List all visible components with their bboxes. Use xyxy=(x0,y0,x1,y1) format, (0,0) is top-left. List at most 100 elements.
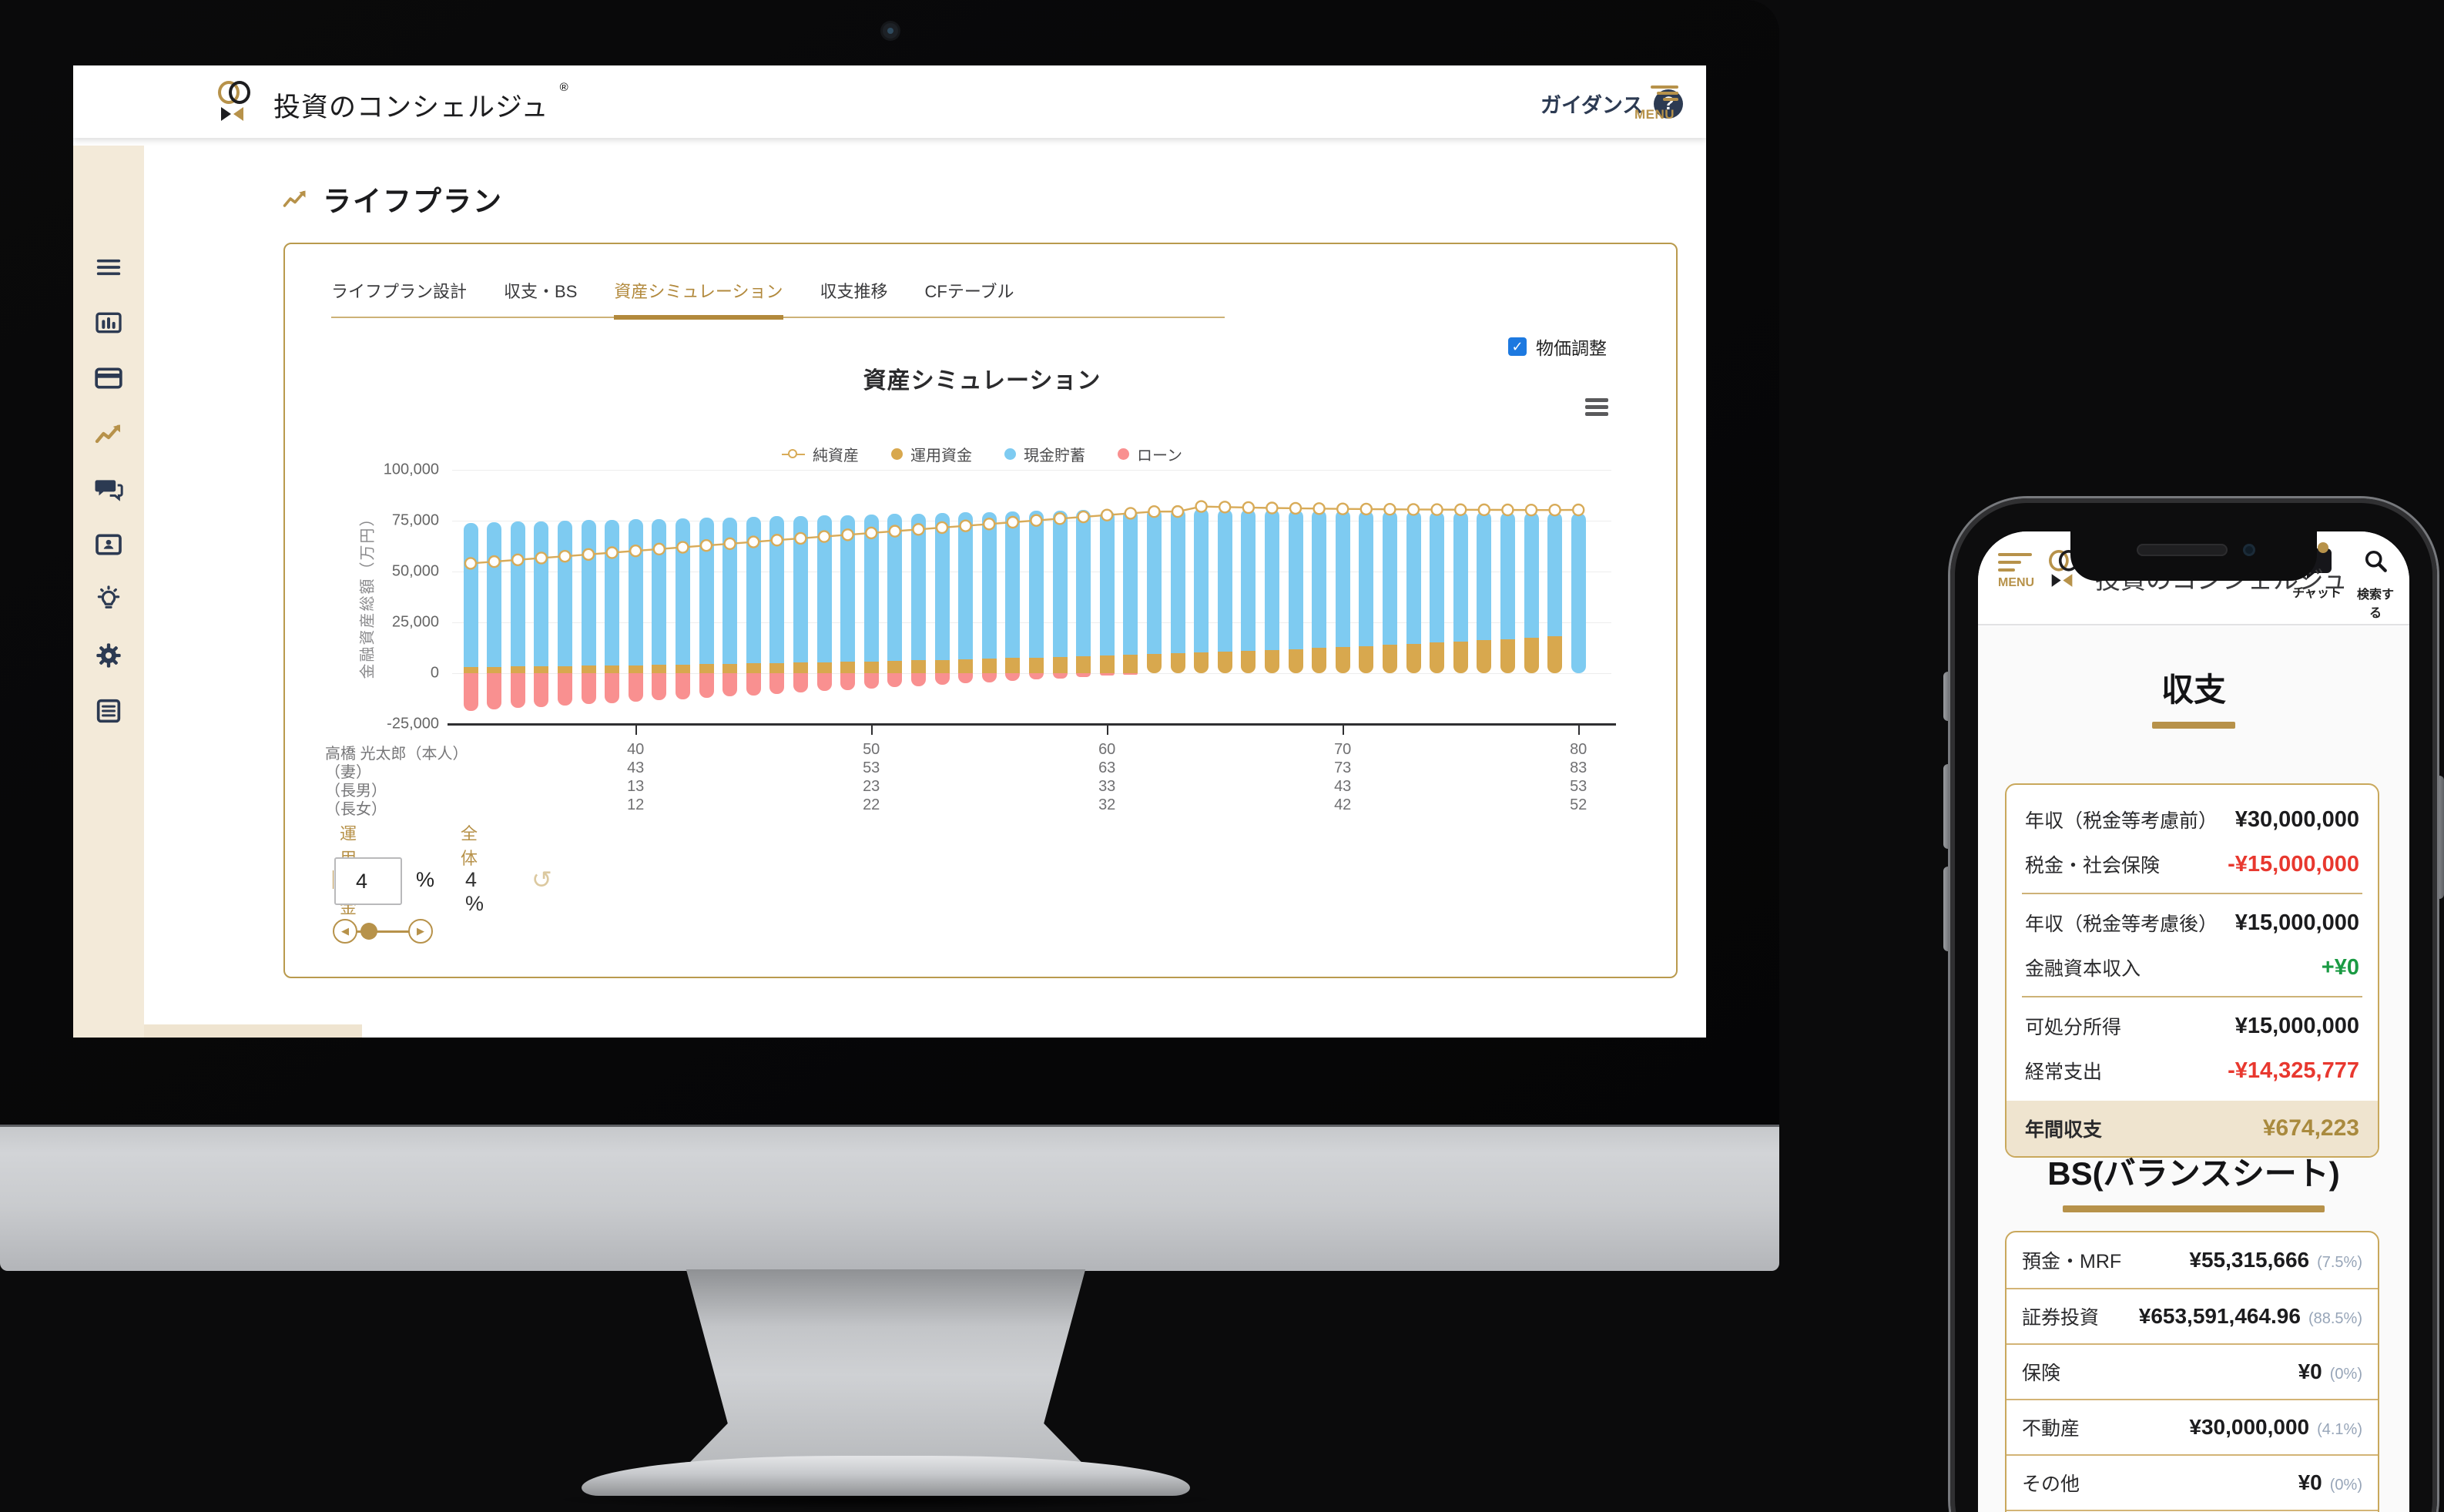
net-line-marker[interactable] xyxy=(1289,501,1302,515)
bar-fund[interactable] xyxy=(1076,656,1091,673)
bar-fund[interactable] xyxy=(1052,656,1068,673)
net-line-marker[interactable] xyxy=(1548,503,1561,517)
net-line-marker[interactable] xyxy=(699,539,713,552)
bar-cash[interactable] xyxy=(652,518,667,665)
bar-cash[interactable] xyxy=(746,517,761,664)
tab-1[interactable]: 収支・BS xyxy=(504,282,578,301)
bar-cash[interactable] xyxy=(1477,511,1492,641)
tab-2[interactable]: 資産シミュレーション xyxy=(614,278,783,320)
bar-cash[interactable] xyxy=(675,518,690,665)
undo-icon[interactable]: ↺ xyxy=(531,866,552,893)
bar-loan[interactable] xyxy=(1099,673,1115,676)
bar-cash[interactable] xyxy=(1146,508,1162,655)
net-line-marker[interactable] xyxy=(1453,503,1467,516)
bar-fund[interactable] xyxy=(1430,642,1445,673)
bar-cash[interactable] xyxy=(699,518,714,665)
bar-fund[interactable] xyxy=(722,663,738,673)
brand-logo[interactable]: 投資のコンシェルジュ ® xyxy=(218,81,568,125)
bar-loan[interactable] xyxy=(699,673,714,698)
bar-loan[interactable] xyxy=(652,673,667,701)
checkbox-checked-icon[interactable]: ✓ xyxy=(1508,337,1527,356)
bar-fund[interactable] xyxy=(863,661,879,673)
legend-item[interactable]: ローン xyxy=(1118,443,1182,465)
net-line-marker[interactable] xyxy=(1477,503,1491,517)
bar-cash[interactable] xyxy=(722,517,738,664)
overall-tab[interactable]: 全体 xyxy=(461,824,478,868)
bar-loan[interactable] xyxy=(746,673,761,696)
legend-item[interactable]: 運用資金 xyxy=(891,443,972,465)
bar-fund[interactable] xyxy=(1453,641,1468,673)
bar-loan[interactable] xyxy=(863,673,879,689)
gear-icon[interactable] xyxy=(92,639,126,672)
legend-item[interactable]: 純資産 xyxy=(782,443,859,465)
chat-icon[interactable] xyxy=(92,472,126,506)
bar-cash[interactable] xyxy=(1547,512,1563,636)
bar-cash[interactable] xyxy=(816,515,832,662)
bar-cash[interactable] xyxy=(1453,511,1468,642)
phone-search-button[interactable]: 検索する xyxy=(2352,547,2399,621)
bar-loan[interactable] xyxy=(463,673,478,711)
bar-cash[interactable] xyxy=(958,512,974,659)
net-line-marker[interactable] xyxy=(1030,514,1043,527)
bar-fund[interactable] xyxy=(581,665,596,673)
tab-3[interactable]: 収支推移 xyxy=(820,282,888,301)
bar-loan[interactable] xyxy=(722,673,738,697)
net-line-marker[interactable] xyxy=(1406,503,1420,516)
bar-cash[interactable] xyxy=(840,515,856,662)
bar-fund[interactable] xyxy=(1194,652,1209,673)
net-line-marker[interactable] xyxy=(770,534,783,547)
bar-fund[interactable] xyxy=(934,659,950,673)
bar-loan[interactable] xyxy=(605,673,620,703)
bar-loan[interactable] xyxy=(675,673,690,699)
bar-cash[interactable] xyxy=(1005,511,1021,659)
bar-loan[interactable] xyxy=(793,673,808,693)
net-line-marker[interactable] xyxy=(1313,502,1326,515)
bar-fund[interactable] xyxy=(1241,651,1256,673)
bar-cash[interactable] xyxy=(1430,511,1445,643)
bar-cash[interactable] xyxy=(1099,509,1115,656)
bar-cash[interactable] xyxy=(1359,510,1374,646)
bar-chart-icon[interactable] xyxy=(92,306,126,340)
bar-loan[interactable] xyxy=(934,673,950,686)
bar-loan[interactable] xyxy=(958,673,974,684)
id-card-icon[interactable] xyxy=(92,528,126,562)
bar-loan[interactable] xyxy=(840,673,856,690)
net-line-marker[interactable] xyxy=(1148,505,1161,518)
bar-fund[interactable] xyxy=(910,660,926,673)
bar-loan[interactable] xyxy=(1123,673,1138,675)
bar-fund[interactable] xyxy=(1217,652,1232,673)
bar-fund[interactable] xyxy=(1312,648,1327,673)
bar-loan[interactable] xyxy=(557,673,572,706)
tab-0[interactable]: ライフプラン設計 xyxy=(331,282,468,301)
bar-fund[interactable] xyxy=(981,659,997,673)
net-line-marker[interactable] xyxy=(1242,501,1256,515)
bar-loan[interactable] xyxy=(487,673,502,710)
bar-fund[interactable] xyxy=(1359,645,1374,673)
bar-fund[interactable] xyxy=(1099,655,1115,673)
bar-cash[interactable] xyxy=(910,513,926,661)
legend-item[interactable]: 現金貯蓄 xyxy=(1004,443,1085,465)
bar-cash[interactable] xyxy=(1028,511,1044,658)
menu-icon[interactable] xyxy=(92,250,126,284)
bar-fund[interactable] xyxy=(769,662,785,673)
bar-fund[interactable] xyxy=(652,665,667,673)
rate-slider[interactable]: ◀ ▶ xyxy=(333,919,433,945)
guidance-button[interactable]: ガイダンス ? xyxy=(1540,89,1684,119)
net-line-marker[interactable] xyxy=(605,546,619,559)
tab-4[interactable]: CFテーブル xyxy=(924,282,1014,301)
bar-cash[interactable] xyxy=(1288,509,1303,649)
bar-fund[interactable] xyxy=(487,666,502,673)
net-line-marker[interactable] xyxy=(1501,503,1514,517)
net-line-marker[interactable] xyxy=(959,519,972,532)
bar-cash[interactable] xyxy=(793,515,808,663)
net-line-marker[interactable] xyxy=(676,541,689,554)
bar-cash[interactable] xyxy=(1406,511,1421,644)
bar-cash[interactable] xyxy=(887,514,903,661)
menu-button[interactable]: MENU xyxy=(1631,82,1678,122)
net-line-marker[interactable] xyxy=(488,555,501,568)
line-chart-icon[interactable] xyxy=(92,417,126,451)
price-adjust-toggle[interactable]: ✓ 物価調整 xyxy=(1508,334,1607,360)
net-line-marker[interactable] xyxy=(1336,502,1349,515)
bar-cash[interactable] xyxy=(1194,508,1209,653)
bar-fund[interactable] xyxy=(958,659,974,673)
